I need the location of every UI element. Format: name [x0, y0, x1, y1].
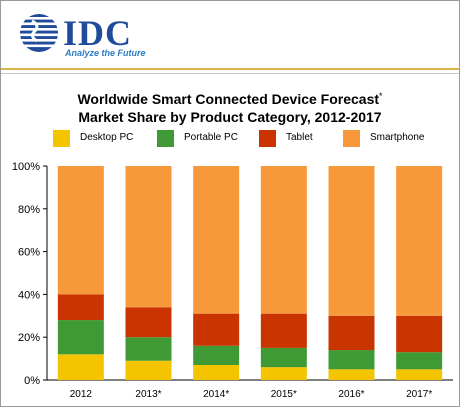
bar-segment [193, 365, 240, 380]
bar-segment [125, 166, 172, 308]
bar-segment [57, 166, 104, 295]
legend-swatch [157, 129, 174, 147]
x-tick-label: 2014* [203, 389, 229, 400]
bar-segment [57, 320, 104, 355]
x-tick-label: 2012 [70, 389, 93, 400]
bar-segment [396, 166, 443, 316]
y-tick-label: 0% [24, 375, 40, 387]
legend-item: Tablet [259, 129, 313, 147]
bar-segment [260, 166, 307, 314]
x-tick-label: 2017* [406, 389, 432, 400]
bar-segment [396, 315, 443, 353]
legend-item: Desktop PC [53, 129, 133, 147]
bar-segment [57, 294, 104, 321]
x-tick-label: 2016* [338, 389, 364, 400]
bar-segment [260, 347, 307, 368]
bar-segment [125, 307, 172, 338]
bar-segment [260, 367, 307, 380]
y-tick-label: 20% [18, 332, 40, 344]
legend-swatch [53, 129, 70, 147]
legend-label: Smartphone [370, 132, 425, 143]
chart-title-line1: Worldwide Smart Connected Device Forecas… [77, 91, 383, 107]
chart-title: Worldwide Smart Connected Device Forecas… [1, 87, 459, 126]
forecast-marker: * [379, 91, 383, 101]
legend-label: Portable PC [184, 132, 238, 143]
bar-segment [328, 350, 375, 370]
legend-label: Tablet [286, 132, 313, 143]
bar-segment [396, 352, 443, 370]
bar-segment [328, 166, 375, 316]
bar-segment [396, 369, 443, 380]
bar-segment [57, 354, 104, 380]
header: IDC Analyze the Future [1, 1, 459, 65]
bar-segment [125, 337, 172, 361]
stacked-bar-chart: 0% 20% 40% 60% 80% 100% 2012 2013* 2014* 2015* 201… [12, 161, 453, 400]
y-tick-label: 40% [18, 289, 40, 301]
bar-segment [328, 369, 375, 380]
x-tick-label: 2015* [271, 389, 297, 400]
idc-logo: IDC Analyze the Future [18, 13, 146, 58]
legend-swatch [343, 129, 360, 147]
bar-segment [260, 313, 307, 348]
legend-item: Portable PC [157, 129, 238, 147]
y-tick-label: 100% [12, 161, 40, 173]
legend-swatch [259, 129, 276, 147]
y-tick-label: 60% [18, 247, 40, 259]
header-rule-thin [1, 73, 459, 74]
globe-icon [18, 14, 60, 52]
legend-item: Smartphone [343, 129, 424, 147]
x-tick-label: 2013* [135, 389, 161, 400]
bar-segment [193, 345, 240, 366]
bar-segment [193, 313, 240, 346]
bar-segment [328, 315, 375, 351]
chart-legend: Desktop PC Portable PC Tablet Smartphone [1, 129, 459, 149]
logo-brand: IDC [63, 13, 132, 53]
bar-segment [125, 360, 172, 380]
chart-title-line2: Market Share by Product Category, 2012-2… [78, 109, 382, 125]
legend-label: Desktop PC [80, 132, 134, 143]
logo-tagline: Analyze the Future [64, 48, 146, 58]
bar-segment [193, 166, 240, 314]
y-tick-label: 80% [18, 204, 40, 216]
header-rule [1, 68, 459, 70]
